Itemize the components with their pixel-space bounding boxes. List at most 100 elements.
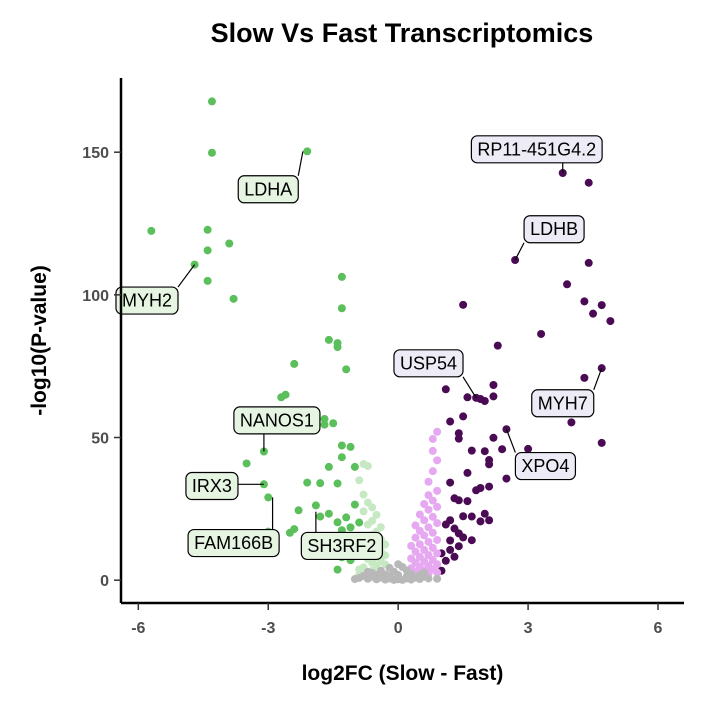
point-fast-strong-20 <box>489 392 498 401</box>
point-slow-strong-37 <box>342 513 351 522</box>
point-slow-strong-35 <box>311 501 320 510</box>
gene-label-box <box>115 286 179 315</box>
y-tick-label: 150 <box>82 145 109 162</box>
point-fast-weak-1 <box>428 434 437 443</box>
point-slow-strong-22 <box>329 419 338 428</box>
gene-label-text: XPO4 <box>521 456 569 476</box>
point-slow-weak-1 <box>363 462 372 471</box>
gene-label-ldha: LDHA <box>237 151 304 204</box>
point-slow-strong-36 <box>350 500 359 509</box>
point-fast-strong-16 <box>463 393 472 402</box>
point-slow-weak-6 <box>359 507 368 516</box>
point-fast-weak-29 <box>433 549 442 558</box>
gene-label-box <box>300 531 383 561</box>
point-fast-strong-27 <box>489 433 498 442</box>
gene-label-myh2: MYH2 <box>115 264 196 315</box>
point-fast-weak-17 <box>424 523 433 532</box>
point-fast-strong-60 <box>441 556 450 565</box>
point-fast-strong-59 <box>450 552 459 561</box>
point-slow-strong-39 <box>316 512 325 521</box>
point-ns-28 <box>402 572 411 581</box>
point-fast-strong-24 <box>446 417 455 426</box>
point-fast-strong-48 <box>476 517 485 526</box>
point-ns-32 <box>420 568 429 577</box>
point-fast-strong-32 <box>480 447 489 456</box>
point-fast-weak-26 <box>428 543 437 552</box>
gene-label-box <box>514 451 577 481</box>
point-fast-strong-9 <box>606 317 615 326</box>
point-slow-strong-6 <box>203 246 212 255</box>
gene-label-box <box>187 528 280 558</box>
point-fast-strong-28 <box>524 444 533 453</box>
point-fast-weak-16 <box>411 521 420 530</box>
point-ns-31 <box>363 567 372 576</box>
point-fast-weak-13 <box>428 512 437 521</box>
gene-label-text: SH3RF2 <box>307 536 376 556</box>
point-slow-strong-2 <box>303 147 312 156</box>
gene-label-myh7: MYH7 <box>531 367 603 418</box>
point-slow-weak-7 <box>372 510 381 519</box>
point-fast-strong-31 <box>467 446 476 455</box>
point-slow-strong-8 <box>203 276 212 285</box>
point-ns-9 <box>363 574 372 583</box>
point-fast-weak-20 <box>420 531 429 540</box>
x-tick-label: 6 <box>654 620 663 637</box>
axes: -6 -3 0 3 6 0 50 100 150 log2FC (Slow - Fast) -log… <box>28 78 684 685</box>
point-ns-34 <box>433 574 442 583</box>
x-tick-label: 0 <box>394 620 403 637</box>
chart-title: Slow Vs Fast Transcriptomics <box>210 18 594 48</box>
gene-label-text: LDHB <box>530 219 578 239</box>
point-fast-weak-11 <box>424 505 433 514</box>
point-fast-strong-46 <box>467 512 476 521</box>
point-ns-33 <box>350 575 359 584</box>
gene-label-text: USP54 <box>400 353 457 373</box>
point-slow-strong-46 <box>285 528 294 537</box>
point-fast-strong-10 <box>537 329 546 338</box>
point-fast-strong-36 <box>446 478 455 487</box>
point-fast-strong-8 <box>589 309 598 318</box>
point-fast-strong-53 <box>459 533 468 542</box>
gene-label-text: MYH7 <box>538 393 588 413</box>
point-fast-weak-23 <box>424 537 433 546</box>
gene-label-connector <box>297 151 304 176</box>
point-slow-strong-34 <box>303 478 312 487</box>
gene-label-box <box>185 471 239 501</box>
point-fast-weak-22 <box>433 535 442 544</box>
point-slow-weak-20 <box>381 551 390 560</box>
point-slow-strong-16 <box>290 359 299 368</box>
point-slow-strong-44 <box>294 506 303 515</box>
point-ns-16 <box>424 574 433 583</box>
gene-label-box <box>523 215 585 244</box>
point-slow-strong-38 <box>324 509 333 518</box>
point-fast-weak-0 <box>433 427 442 436</box>
gene-label-box <box>470 135 603 164</box>
point-fast-strong-57 <box>446 545 455 554</box>
point-fast-strong-21 <box>459 412 468 421</box>
point-fast-strong-26 <box>454 434 463 443</box>
gene-labels: LDHA MYH2 NANOS1 IRX3 FAM166B SH3RF2 RP11-451G… <box>115 135 603 561</box>
point-fast-strong-13 <box>580 373 589 382</box>
point-slow-weak-9 <box>363 520 372 529</box>
point-fast-strong-19 <box>480 396 489 405</box>
point-slow-weak-3 <box>359 490 368 499</box>
point-fast-strong-1 <box>584 178 593 187</box>
point-slow-strong-23 <box>337 441 346 450</box>
point-slow-strong-12 <box>324 335 333 344</box>
point-fast-weak-43 <box>433 568 442 577</box>
point-fast-strong-29 <box>498 445 507 454</box>
point-fast-strong-34 <box>502 474 511 483</box>
point-slow-strong-5 <box>225 239 234 248</box>
point-slow-strong-28 <box>324 462 333 471</box>
point-fast-strong-55 <box>467 536 476 545</box>
point-fast-weak-25 <box>407 541 416 550</box>
x-tick-label: -6 <box>131 620 145 637</box>
point-fast-weak-14 <box>420 516 429 525</box>
point-fast-weak-3 <box>433 456 442 465</box>
point-fast-weak-10 <box>433 502 442 511</box>
point-fast-strong-40 <box>472 486 481 495</box>
gene-label-irx3: IRX3 <box>185 471 264 501</box>
point-fast-strong-22 <box>567 418 576 427</box>
gene-label-text: LDHA <box>244 179 292 199</box>
gene-label-box <box>233 406 321 435</box>
